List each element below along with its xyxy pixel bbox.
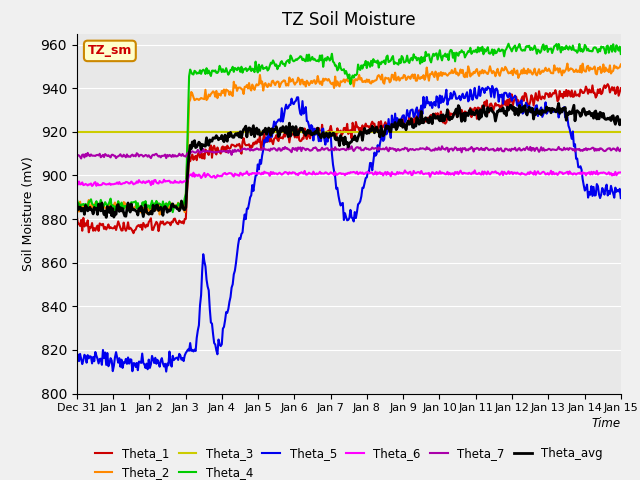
Theta_4 (369, 63, 376, 69)
Theta_avg (606, 115, 614, 120)
Theta_avg (336, 143, 344, 148)
Theta_7 (438, 144, 446, 149)
Theta_2 (73, 204, 81, 210)
Theta_7 (617, 146, 625, 152)
Theta_5 (398, 115, 406, 121)
Theta_1 (617, 85, 625, 91)
Theta_3 (367, 129, 375, 135)
Theta_1 (332, 134, 340, 140)
Theta_3 (335, 129, 342, 135)
Theta_avg (555, 101, 563, 107)
Theta_3 (617, 129, 625, 135)
Line: Theta_6: Theta_6 (77, 170, 621, 186)
Theta_6 (606, 172, 614, 178)
Text: TZ_sm: TZ_sm (88, 44, 132, 58)
Theta_4 (505, 41, 513, 47)
Theta_1 (604, 81, 612, 87)
Theta_6 (73, 181, 81, 187)
Theta_2 (564, 60, 572, 66)
Theta_4 (398, 53, 406, 59)
Theta_6 (398, 170, 406, 176)
Line: Theta_4: Theta_4 (77, 44, 621, 212)
Theta_7 (73, 153, 81, 159)
Title: TZ Soil Moisture: TZ Soil Moisture (282, 11, 415, 29)
Theta_4 (73, 196, 81, 202)
Theta_3 (397, 129, 404, 135)
Theta_2 (332, 83, 340, 89)
Theta_5 (73, 353, 81, 359)
Theta_6 (617, 169, 625, 175)
Theta_2 (336, 84, 344, 89)
Theta_1 (520, 98, 527, 104)
Theta_1 (336, 129, 344, 134)
Theta_2 (156, 212, 163, 217)
Theta_6 (369, 170, 376, 176)
Theta_1 (369, 119, 376, 125)
Theta_2 (606, 62, 614, 68)
Theta_1 (130, 230, 138, 236)
Theta_5 (369, 168, 376, 173)
Text: Time: Time (591, 417, 621, 430)
Theta_6 (332, 172, 340, 178)
Theta_6 (88, 183, 96, 189)
Theta_5 (617, 195, 625, 201)
Theta_7 (336, 147, 344, 153)
Line: Theta_avg: Theta_avg (77, 104, 621, 217)
Theta_2 (398, 75, 406, 81)
Legend: Theta_1, Theta_2, Theta_3, Theta_4, Theta_5, Theta_6, Theta_7, Theta_avg: Theta_1, Theta_2, Theta_3, Theta_4, Thet… (90, 443, 608, 480)
Y-axis label: Soil Moisture (mV): Soil Moisture (mV) (22, 156, 35, 271)
Theta_6 (521, 172, 529, 178)
Theta_2 (520, 66, 527, 72)
Theta_4 (336, 60, 344, 66)
Theta_1 (73, 213, 81, 219)
Theta_7 (77, 156, 85, 161)
Theta_3 (519, 129, 527, 135)
Theta_6 (471, 168, 479, 173)
Theta_7 (521, 147, 529, 153)
Theta_avg (398, 117, 406, 123)
Line: Theta_7: Theta_7 (77, 146, 621, 158)
Theta_5 (521, 109, 529, 115)
Theta_avg (102, 215, 110, 220)
Theta_6 (336, 170, 344, 176)
Theta_4 (606, 46, 614, 51)
Line: Theta_2: Theta_2 (77, 63, 621, 215)
Theta_5 (332, 186, 340, 192)
Theta_7 (606, 145, 614, 151)
Line: Theta_1: Theta_1 (77, 84, 621, 233)
Theta_5 (488, 83, 496, 89)
Theta_3 (332, 129, 339, 135)
Theta_4 (332, 62, 340, 68)
Theta_3 (73, 129, 81, 135)
Theta_avg (520, 104, 527, 109)
Theta_5 (336, 198, 344, 204)
Theta_7 (369, 144, 376, 150)
Theta_2 (369, 78, 376, 84)
Theta_2 (617, 61, 625, 67)
Theta_avg (369, 123, 376, 129)
Theta_avg (332, 137, 340, 143)
Theta_avg (73, 200, 81, 205)
Theta_1 (398, 123, 406, 129)
Theta_3 (604, 129, 612, 135)
Theta_1 (606, 90, 614, 96)
Theta_4 (521, 48, 529, 53)
Theta_7 (332, 147, 340, 153)
Theta_4 (617, 51, 625, 57)
Line: Theta_5: Theta_5 (77, 86, 621, 372)
Theta_4 (169, 209, 177, 215)
Theta_7 (398, 146, 406, 152)
Theta_avg (617, 117, 625, 123)
Theta_5 (606, 191, 614, 197)
Theta_5 (163, 369, 170, 374)
